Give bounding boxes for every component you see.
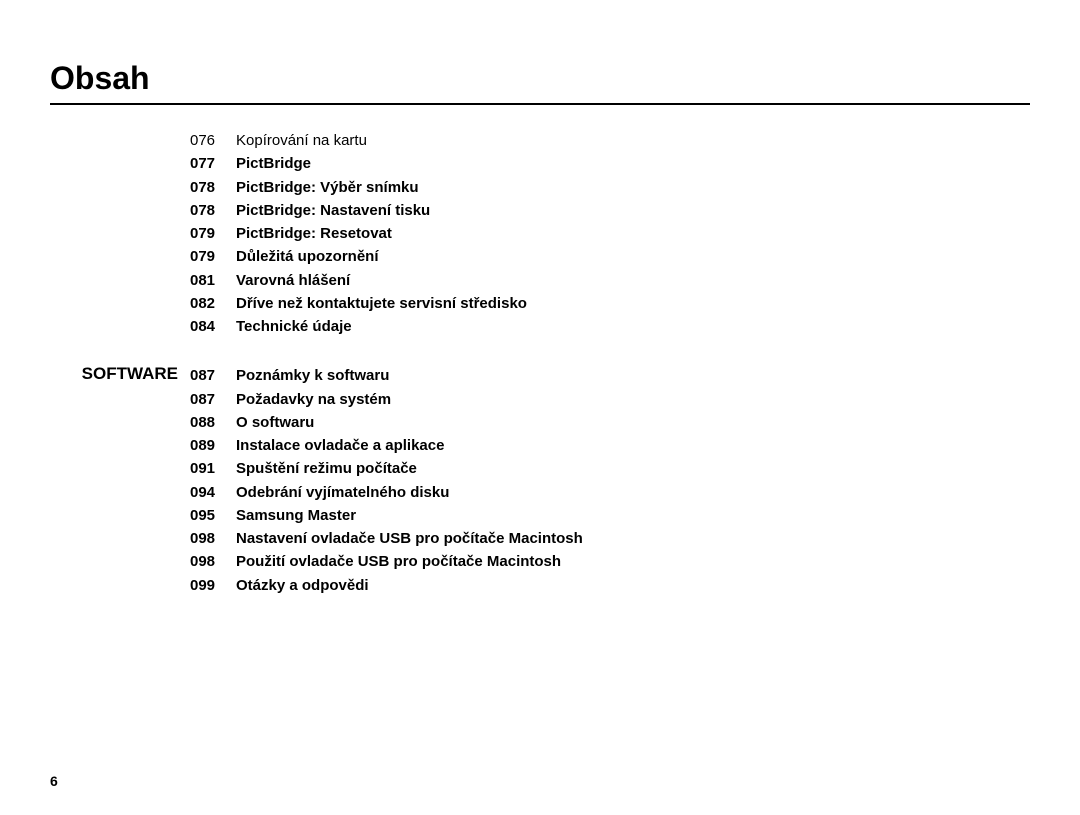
toc-page-ref: 087 [190, 364, 236, 387]
toc-page-ref: 088 [190, 411, 236, 434]
toc-page-ref: 091 [190, 457, 236, 480]
toc-entry: 087Poznámky k softwaru [190, 364, 583, 387]
toc-entry-text: Spuštění režimu počítače [236, 457, 417, 480]
toc-entry: 076Kopírování na kartu [190, 129, 527, 152]
toc-entry: 098Použití ovladače USB pro počítače Mac… [190, 550, 583, 573]
toc-entry: 082Dříve než kontaktujete servisní střed… [190, 292, 527, 315]
toc-page-ref: 094 [190, 481, 236, 504]
toc-page-ref: 081 [190, 269, 236, 292]
toc-entry-text: Kopírování na kartu [236, 129, 367, 152]
toc-entry: 091Spuštění režimu počítače [190, 457, 583, 480]
toc-entry-text: PictBridge [236, 152, 311, 175]
toc-page-ref: 099 [190, 574, 236, 597]
toc-entry-text: Varovná hlášení [236, 269, 350, 292]
toc-page-ref: 076 [190, 129, 236, 152]
toc-entry: 077PictBridge [190, 152, 527, 175]
toc-section: 076Kopírování na kartu077PictBridge078Pi… [50, 129, 1030, 338]
toc-entry-text: Požadavky na systém [236, 388, 391, 411]
toc-entry-text: Dříve než kontaktujete servisní středisk… [236, 292, 527, 315]
toc-entry: 099Otázky a odpovědi [190, 574, 583, 597]
toc-page-ref: 077 [190, 152, 236, 175]
toc-entry: 094Odebrání vyjímatelného disku [190, 481, 583, 504]
toc-content: 076Kopírování na kartu077PictBridge078Pi… [50, 129, 1030, 597]
toc-entry: 078PictBridge: Výběr snímku [190, 176, 527, 199]
page-title: Obsah [50, 60, 1030, 105]
toc-entry: 079Důležitá upozornění [190, 245, 527, 268]
page-container: Obsah 076Kopírování na kartu077PictBridg… [0, 0, 1080, 597]
toc-page-ref: 078 [190, 199, 236, 222]
toc-entry: 088O softwaru [190, 411, 583, 434]
toc-entry-text: Otázky a odpovědi [236, 574, 369, 597]
section-label: SOFTWARE [50, 364, 190, 384]
toc-entry-text: Instalace ovladače a aplikace [236, 434, 444, 457]
toc-entry: 087Požadavky na systém [190, 388, 583, 411]
section-entries: 087Poznámky k softwaru087Požadavky na sy… [190, 364, 583, 597]
toc-page-ref: 082 [190, 292, 236, 315]
toc-page-ref: 095 [190, 504, 236, 527]
toc-page-ref: 087 [190, 388, 236, 411]
toc-entry-text: PictBridge: Nastavení tisku [236, 199, 430, 222]
toc-entry: 078PictBridge: Nastavení tisku [190, 199, 527, 222]
page-number: 6 [50, 773, 58, 789]
toc-page-ref: 084 [190, 315, 236, 338]
toc-entry-text: Samsung Master [236, 504, 356, 527]
toc-entry: 084Technické údaje [190, 315, 527, 338]
toc-entry-text: Poznámky k softwaru [236, 364, 389, 387]
toc-page-ref: 098 [190, 527, 236, 550]
toc-page-ref: 089 [190, 434, 236, 457]
toc-entry-text: PictBridge: Resetovat [236, 222, 392, 245]
toc-entry: 081Varovná hlášení [190, 269, 527, 292]
toc-entry: 095Samsung Master [190, 504, 583, 527]
toc-page-ref: 098 [190, 550, 236, 573]
toc-entry: 098Nastavení ovladače USB pro počítače M… [190, 527, 583, 550]
toc-section: SOFTWARE087Poznámky k softwaru087Požadav… [50, 364, 1030, 597]
toc-entry-text: Použití ovladače USB pro počítače Macint… [236, 550, 561, 573]
toc-entry-text: PictBridge: Výběr snímku [236, 176, 419, 199]
toc-entry-text: Technické údaje [236, 315, 352, 338]
toc-entry-text: Odebrání vyjímatelného disku [236, 481, 449, 504]
toc-page-ref: 078 [190, 176, 236, 199]
toc-entry-text: Nastavení ovladače USB pro počítače Maci… [236, 527, 583, 550]
toc-entry: 089Instalace ovladače a aplikace [190, 434, 583, 457]
toc-page-ref: 079 [190, 222, 236, 245]
toc-page-ref: 079 [190, 245, 236, 268]
toc-entry: 079PictBridge: Resetovat [190, 222, 527, 245]
toc-entry-text: Důležitá upozornění [236, 245, 379, 268]
section-entries: 076Kopírování na kartu077PictBridge078Pi… [190, 129, 527, 338]
toc-entry-text: O softwaru [236, 411, 314, 434]
